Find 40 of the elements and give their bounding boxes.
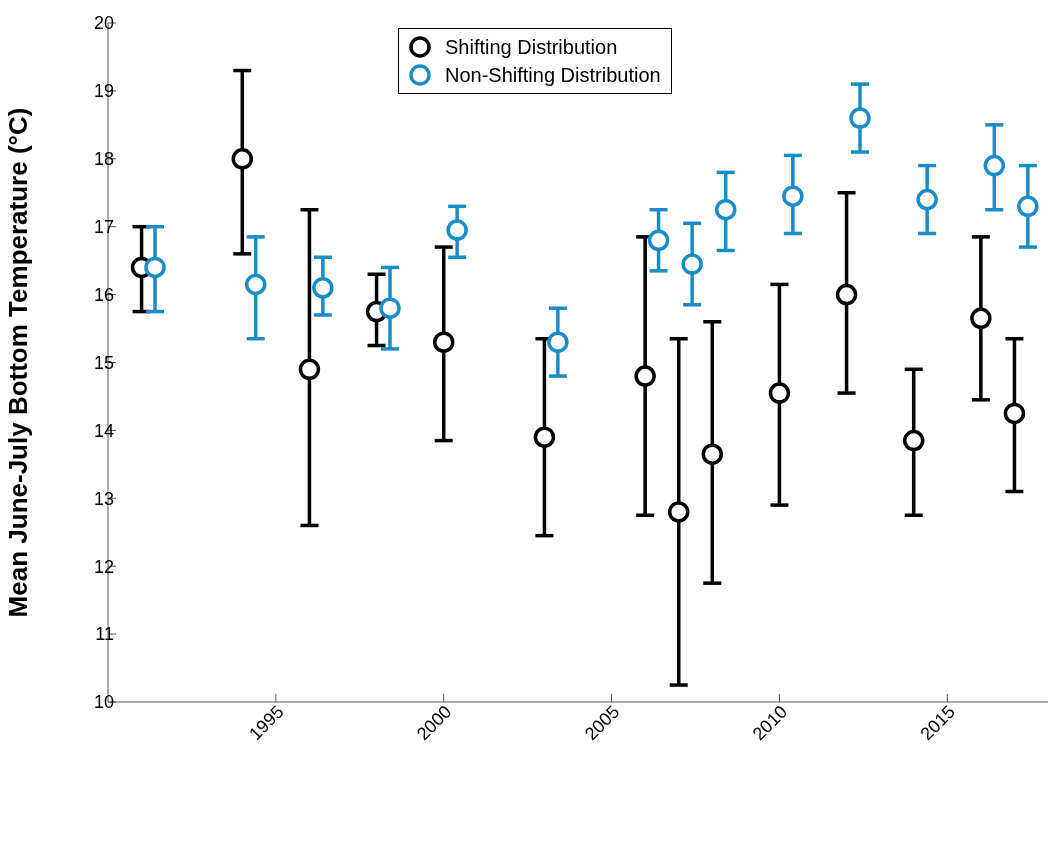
y-tick-label: 16 [93,284,114,305]
point [379,297,401,319]
y-tick-label: 17 [93,217,114,238]
y-tick-label: 20 [93,13,114,34]
point [849,107,871,129]
point [1003,402,1026,425]
point [533,426,556,448]
point [634,365,656,387]
point [835,283,858,306]
point [681,253,703,275]
point [144,256,166,279]
point [701,443,724,465]
point [768,382,791,404]
legend-label: Non-Shifting Distribution [445,63,661,88]
point [970,307,992,330]
point [231,148,254,170]
point [432,331,455,353]
point [547,331,569,353]
point [298,358,321,381]
y-tick-label: 18 [93,149,114,170]
point [714,198,737,221]
y-tick-label: 14 [93,420,114,441]
point [667,501,690,523]
y-tick-label: 15 [93,352,114,373]
point [1017,195,1039,218]
point [446,219,468,241]
point [916,188,938,211]
y-axis-title: Mean June-July Bottom Temperature (°C) [3,107,34,618]
legend-label: Shifting Distribution [445,35,618,60]
point [983,154,1006,177]
y-tick-label: 10 [93,692,114,713]
y-tick-label: 12 [93,556,114,577]
point [244,273,267,296]
y-tick-label: 19 [93,81,114,102]
point [782,185,804,207]
y-tick-label: 11 [95,624,114,645]
point [647,229,670,252]
y-tick-label: 13 [93,488,114,509]
point [902,429,925,452]
point [312,277,334,299]
